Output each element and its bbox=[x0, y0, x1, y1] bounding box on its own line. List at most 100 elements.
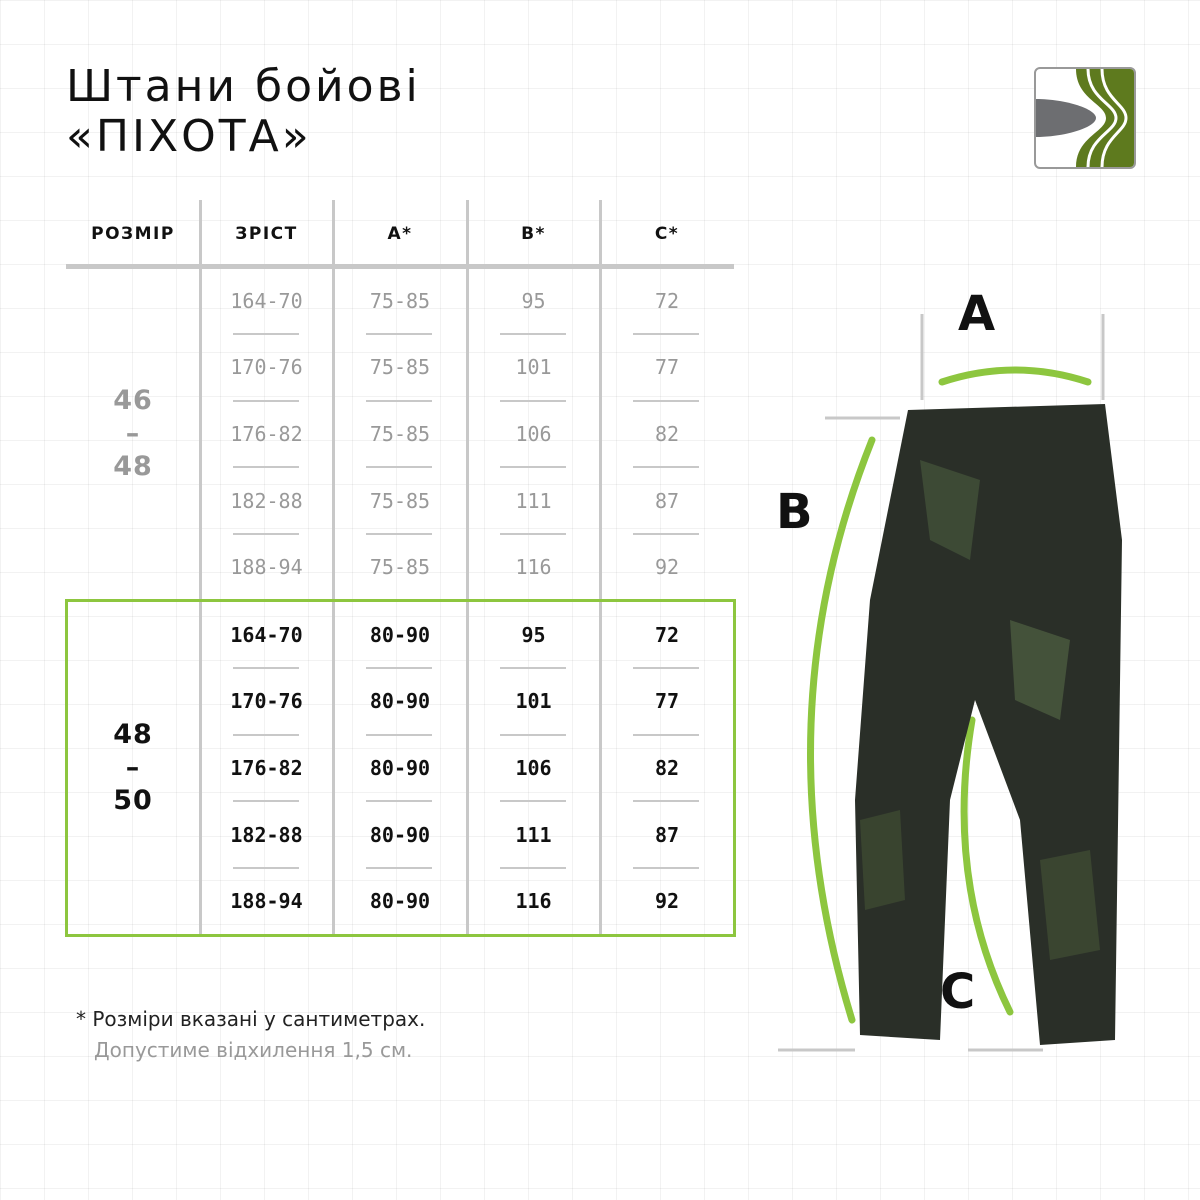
label-c: C bbox=[940, 964, 976, 1020]
row-separator bbox=[500, 867, 566, 870]
row-separator bbox=[366, 867, 432, 870]
table-cell: 106 bbox=[515, 421, 552, 446]
table-cell: 80-90 bbox=[369, 822, 431, 847]
row-separator bbox=[633, 667, 699, 669]
table-cell: 116 bbox=[515, 555, 552, 580]
table-cell: 72 bbox=[654, 622, 680, 647]
row-separator bbox=[233, 533, 299, 536]
table-cell: 82 bbox=[654, 421, 680, 446]
pants-image bbox=[778, 314, 1122, 1052]
table-cell: 101 bbox=[515, 689, 552, 714]
row-separator bbox=[233, 667, 299, 669]
note-units: * Розміри вказані у сантиметрах. bbox=[76, 1007, 426, 1031]
table-cell: 80-90 bbox=[369, 622, 431, 647]
column-header: ЗРІСТ bbox=[235, 223, 298, 244]
table-cell: 80-90 bbox=[369, 889, 431, 914]
column-divider bbox=[199, 200, 202, 934]
table-cell: 87 bbox=[654, 488, 680, 513]
table-cell: 188-94 bbox=[230, 555, 303, 580]
table-cell: 95 bbox=[521, 288, 546, 313]
row-separator bbox=[233, 733, 299, 736]
brand-logo-icon bbox=[1034, 67, 1136, 169]
row-separator bbox=[366, 533, 432, 536]
table-cell: 164-70 bbox=[230, 288, 303, 313]
table-cell: 176-82 bbox=[230, 755, 303, 780]
row-separator bbox=[633, 333, 699, 335]
row-separator bbox=[233, 800, 299, 803]
column-divider bbox=[332, 200, 335, 934]
title-line-1: Штани бойові bbox=[66, 61, 421, 112]
row-separator bbox=[366, 466, 432, 469]
column-header: РОЗМІР bbox=[91, 223, 175, 244]
row-separator bbox=[633, 733, 699, 736]
table-cell: 182-88 bbox=[230, 822, 303, 847]
column-header: A* bbox=[387, 223, 413, 244]
row-separator bbox=[500, 466, 566, 469]
size-range: 46–48 bbox=[66, 384, 200, 483]
table-cell: 106 bbox=[515, 755, 552, 780]
row-separator bbox=[366, 667, 432, 669]
label-a: A bbox=[958, 286, 996, 342]
size-part: – bbox=[125, 752, 141, 783]
row-separator bbox=[500, 733, 566, 736]
table-cell: 75-85 bbox=[369, 555, 431, 580]
row-separator bbox=[633, 800, 699, 803]
table-cell: 188-94 bbox=[230, 889, 303, 914]
row-separator bbox=[633, 399, 699, 402]
label-b: B bbox=[776, 484, 813, 540]
column-header: B* bbox=[521, 223, 546, 244]
table-cell: 92 bbox=[654, 555, 680, 580]
row-separator bbox=[500, 533, 566, 536]
table-cell: 164-70 bbox=[230, 622, 303, 647]
row-separator bbox=[366, 733, 432, 736]
row-separator bbox=[233, 867, 299, 870]
size-part: 48 bbox=[113, 719, 153, 750]
row-separator bbox=[366, 399, 432, 402]
table-cell: 80-90 bbox=[369, 689, 431, 714]
row-separator bbox=[633, 867, 699, 870]
table-cell: 75-85 bbox=[369, 488, 431, 513]
table-cell: 176-82 bbox=[230, 421, 303, 446]
size-part: 48 bbox=[113, 451, 153, 482]
row-separator bbox=[500, 333, 566, 335]
table-cell: 77 bbox=[654, 689, 680, 714]
table-cell: 116 bbox=[515, 889, 552, 914]
header-divider bbox=[66, 264, 734, 269]
size-range: 48–50 bbox=[66, 718, 200, 817]
title-line-2: «ПІХОТА» bbox=[66, 111, 312, 162]
row-separator bbox=[233, 333, 299, 335]
table-cell: 92 bbox=[654, 889, 680, 914]
table-cell: 87 bbox=[654, 822, 680, 847]
row-separator bbox=[233, 399, 299, 402]
column-header: C* bbox=[654, 223, 680, 244]
row-separator bbox=[633, 533, 699, 536]
table-cell: 111 bbox=[515, 488, 552, 513]
table-cell: 95 bbox=[521, 622, 546, 647]
highlight-box bbox=[65, 599, 736, 937]
column-divider bbox=[466, 200, 469, 934]
row-separator bbox=[500, 800, 566, 803]
table-cell: 111 bbox=[515, 822, 552, 847]
row-separator bbox=[500, 399, 566, 402]
size-part: – bbox=[125, 418, 141, 449]
table-cell: 72 bbox=[654, 288, 680, 313]
row-separator bbox=[366, 333, 432, 335]
table-cell: 75-85 bbox=[369, 421, 431, 446]
row-separator bbox=[366, 800, 432, 803]
table-cell: 170-76 bbox=[230, 355, 303, 380]
row-separator bbox=[500, 667, 566, 669]
row-separator bbox=[233, 466, 299, 469]
note-tolerance: Допустиме відхилення 1,5 см. bbox=[94, 1038, 413, 1062]
table-cell: 182-88 bbox=[230, 488, 303, 513]
table-cell: 170-76 bbox=[230, 689, 303, 714]
row-separator bbox=[633, 466, 699, 469]
table-cell: 77 bbox=[654, 355, 680, 380]
table-cell: 101 bbox=[515, 355, 552, 380]
table-cell: 75-85 bbox=[369, 355, 431, 380]
size-part: 50 bbox=[113, 785, 153, 816]
size-part: 46 bbox=[113, 385, 153, 416]
table-cell: 80-90 bbox=[369, 755, 431, 780]
table-cell: 82 bbox=[654, 755, 680, 780]
table-cell: 75-85 bbox=[369, 288, 431, 313]
column-divider bbox=[599, 200, 602, 934]
